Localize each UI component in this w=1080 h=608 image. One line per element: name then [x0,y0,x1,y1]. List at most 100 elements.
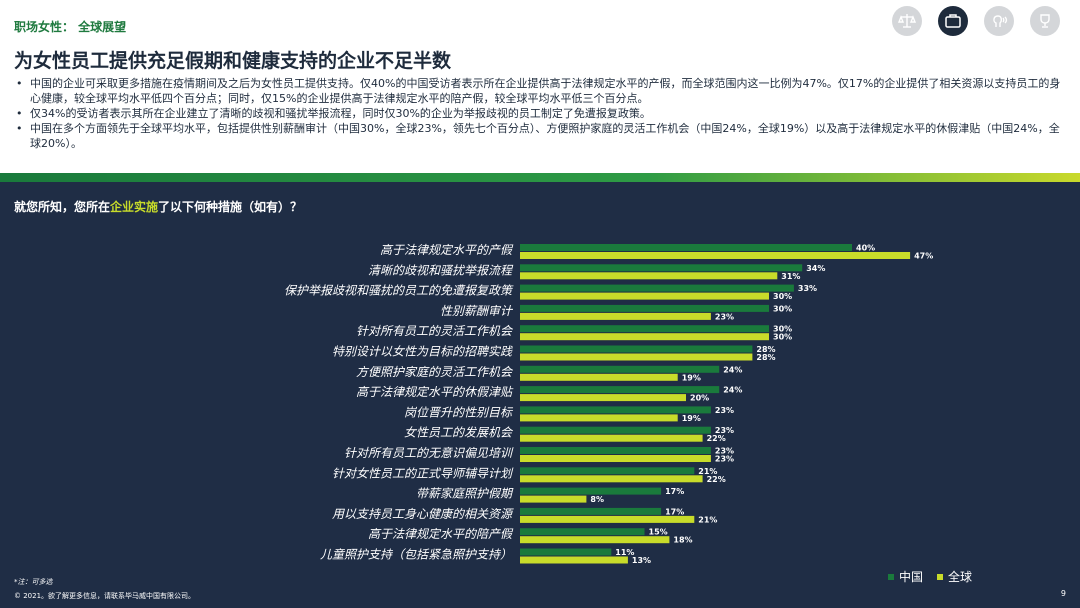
category-label: 用以支持员工身心健康的相关资源 [332,507,514,521]
value-label-global: 23% [715,312,734,321]
top-icon-bar [892,6,1060,36]
legend-label-china: 中国 [898,570,923,584]
category-label: 高于法律规定水平的产假 [380,243,514,257]
value-label-global: 21% [698,515,717,524]
category-label: 清晰的歧视和骚扰举报流程 [368,263,514,277]
scales-icon[interactable] [892,6,922,36]
value-label-global: 20% [690,394,709,403]
value-label-global: 13% [632,556,651,565]
bar-china [520,244,852,251]
value-label-china: 23% [715,406,734,415]
value-label-china: 17% [665,487,684,496]
bar-china [520,528,645,536]
bar-global [520,455,711,462]
category-label: 女性员工的发展机会 [404,426,514,440]
bar-global [520,515,695,523]
chart-legend: 中国 全球 [887,568,972,585]
value-label-china: 17% [665,507,684,516]
summary-bullets: 中国的企业可采取更多措施在疫情期间及之后为女性员工提供支持。仅40%的中国受访者… [14,76,1062,151]
value-label-china: 30% [773,304,792,313]
value-label-china: 34% [806,264,825,273]
bar-chart: 高于法律规定水平的产假 40% 47% 清晰的歧视和骚扰举报流程 34% 31% 保护举报歧… [284,243,933,565]
value-label-global: 31% [781,272,800,281]
legend-label-global: 全球 [947,570,972,584]
category-label: 高于法律规定水平的陪产假 [368,527,514,541]
bar-global [520,434,703,442]
value-label-global: 19% [682,414,701,423]
value-label-china: 24% [723,386,742,395]
bullet-item: 仅34%的受访者表示其所在企业建立了清晰的歧视和骚扰举报流程，同时仅30%的企业… [14,106,1062,121]
bullet-item: 中国的企业可采取更多措施在疫情期间及之后为女性员工提供支持。仅40%的中国受访者… [14,76,1062,106]
bar-china [520,548,612,556]
bar-china [520,284,794,292]
value-label-china: 21% [698,467,717,476]
bar-china [520,386,720,394]
value-label-global: 23% [715,455,734,464]
bar-china [520,345,753,353]
bar-global [520,272,778,280]
bar-china [520,264,803,272]
page-number: 9 [1060,589,1066,598]
question-text-end: 了以下何种措施（如有）？ [158,200,303,214]
bar-china [520,325,769,333]
section-title: 职场女性： 全球展望 [14,20,127,34]
bar-global [520,495,587,503]
bar-global [520,333,769,341]
value-label-global: 28% [756,353,775,362]
footnote: *注：可多选 [14,578,53,586]
value-label-global: 19% [682,373,701,382]
category-label: 带薪家庭照护假期 [416,487,514,501]
bar-global [520,414,678,422]
bar-global [520,536,670,544]
value-label-global: 22% [707,434,726,443]
value-label-china: 33% [798,284,817,293]
category-label: 儿童照护支持（包括紧急照护支持） [320,548,512,562]
gradient-divider [0,173,1080,182]
value-label-global: 47% [914,252,933,261]
bar-global [520,475,703,483]
bar-global [520,556,628,564]
question-highlight: 企业实施 [110,200,159,214]
value-label-china: 15% [649,528,668,537]
value-label-global: 30% [773,333,792,342]
question-text: 就您所知，您所在 [14,200,111,214]
bar-global [520,373,678,381]
legend-swatch-china [887,573,894,580]
bar-china [520,406,711,414]
category-label: 针对所有员工的无意识偏见培训 [344,446,514,460]
legend-swatch-global [936,573,943,580]
value-label-global: 30% [773,292,792,301]
bar-global [520,292,769,300]
bar-china [520,447,711,454]
category-label: 针对所有员工的灵活工作机会 [356,324,514,338]
bar-global [520,394,686,402]
category-label: 针对女性员工的正式导师辅导计划 [332,466,514,480]
chart-panel: 就您所知，您所在企业实施了以下何种措施（如有）？ 高于法律规定水平的产假 40% 4… [0,173,1080,608]
copyright-footer: © 2021。欲了解更多信息，请联系毕马威中国有限公司。 [14,592,196,600]
value-label-global: 18% [673,536,692,545]
bar-china [520,467,695,475]
bar-china [520,487,662,495]
value-label-china: 23% [715,426,734,435]
category-label: 高于法律规定水平的休假津贴 [356,385,514,399]
bar-china [520,507,662,515]
bullet-item: 中国在多个方面领先于全球平均水平，包括提供性别薪酬审计（中国30%，全球23%，… [14,121,1062,151]
bar-china [520,304,769,312]
speaking-head-icon[interactable] [984,6,1014,36]
legend-item-china: 中国 [887,568,923,585]
category-label: 方便照护家庭的灵活工作机会 [356,365,514,379]
legend-item-global: 全球 [936,568,972,585]
value-label-china: 24% [723,365,742,374]
value-label-china: 11% [615,548,634,557]
value-label-global: 8% [590,495,604,504]
bar-china [520,426,711,434]
category-label: 岗位晋升的性别目标 [404,405,514,419]
value-label-china: 28% [756,345,775,354]
value-label-china: 30% [773,325,792,334]
bar-global [520,353,753,361]
bar-china [520,365,720,373]
value-label-china: 23% [715,447,734,456]
trophy-icon[interactable] [1030,6,1060,36]
briefcase-icon[interactable] [938,6,968,36]
category-label: 特别设计以女性为目标的招聘实践 [332,345,513,359]
